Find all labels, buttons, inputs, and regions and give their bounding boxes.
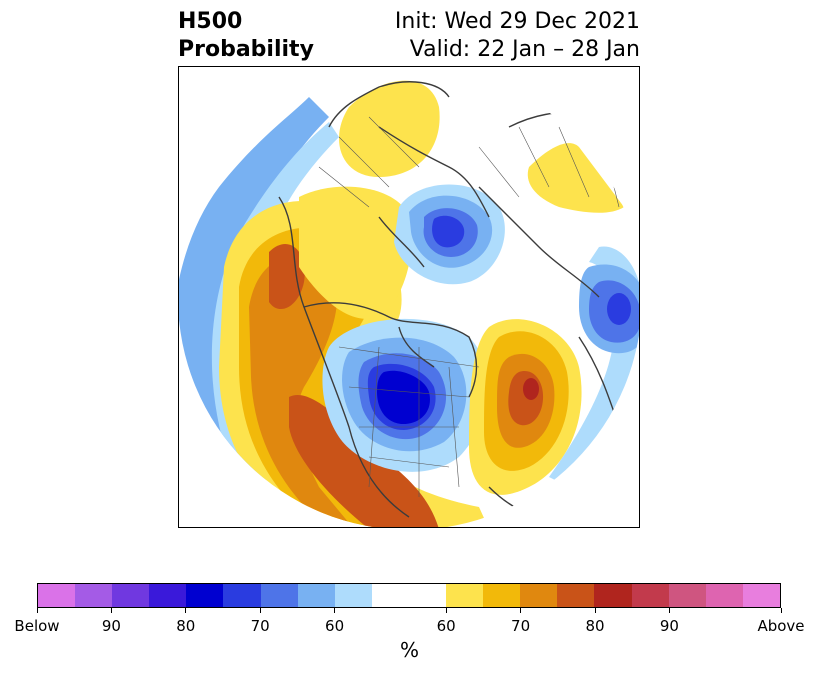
- colorbar-segment: [260, 584, 298, 607]
- colorbar-segment: [186, 584, 224, 607]
- colorbar-tick-mark: [520, 608, 522, 613]
- colorbar-tick-label: 90: [101, 617, 121, 635]
- above-normal-central: [299, 186, 412, 319]
- map-title: H500 Probability: [178, 8, 314, 64]
- colorbar-segment: [371, 584, 409, 607]
- title-product: Probability: [178, 37, 314, 62]
- above-normal-siberia: [527, 143, 624, 213]
- colorbar-tick-mark: [780, 608, 782, 613]
- colorbar-segment: [705, 584, 743, 607]
- colorbar-tick-label: 60: [325, 617, 345, 635]
- above-normal-west-ridge-70: [249, 255, 354, 527]
- borders: [318, 116, 620, 497]
- init-date: Init: Wed 29 Dec 2021: [394, 9, 640, 34]
- polar-projection-map: [179, 80, 639, 527]
- valid-range: Valid: 22 Jan – 28 Jan: [409, 37, 640, 62]
- colorbar-tick-label: Below: [14, 617, 60, 635]
- above-normal-west-ridge-80b: [289, 395, 439, 527]
- below-normal-europe-low-80: [607, 293, 631, 325]
- colorbar-tick-mark: [668, 608, 670, 613]
- colorbar-segment: [742, 584, 780, 607]
- colorbar-tick-label: 80: [585, 617, 605, 635]
- colorbar-tick-mark: [36, 608, 38, 613]
- colorbar-tick-mark: [185, 608, 187, 613]
- colorbar-segment: [297, 584, 335, 607]
- colorbar-segment: [594, 584, 632, 607]
- colorbar-segment: [334, 584, 372, 607]
- below-normal-asia-low-80: [432, 215, 465, 248]
- colorbar-segment: [149, 584, 187, 607]
- colorbar-segment: [557, 584, 595, 607]
- colorbar-segment: [631, 584, 669, 607]
- colorbar-tick-mark: [594, 608, 596, 613]
- colorbar-tick-mark: [259, 608, 261, 613]
- above-normal-arctic: [339, 80, 440, 177]
- colorbar-tick-label: 70: [511, 617, 531, 635]
- colorbar-segment: [38, 584, 76, 607]
- colorbar-segment: [112, 584, 150, 607]
- colorbar-tick-label: 70: [250, 617, 270, 635]
- colorbar-unit: %: [399, 638, 419, 662]
- colorbar-segment: [483, 584, 521, 607]
- colorbar-segment: [520, 584, 558, 607]
- map-dates: Init: Wed 29 Dec 2021 Valid: 22 Jan – 28…: [395, 8, 640, 64]
- above-normal-west-ridge-80a: [269, 243, 305, 310]
- colorbar-tick-mark: [334, 608, 336, 613]
- above-normal-atlantic-90: [523, 378, 539, 400]
- below-normal-na-low-90: [377, 370, 430, 425]
- colorbar-segment: [223, 584, 261, 607]
- colorbar-segment: [446, 584, 484, 607]
- colorbar-segment: [75, 584, 113, 607]
- below-normal-outer-band: [179, 97, 329, 497]
- colorbar-tick-label: 60: [436, 617, 456, 635]
- probability-colorbar: [37, 583, 781, 608]
- probability-map: [178, 66, 640, 528]
- colorbar-segment: [668, 584, 706, 607]
- colorbar-tick-mark: [110, 608, 112, 613]
- colorbar-segment: [408, 584, 447, 607]
- colorbar-tick-label: 80: [176, 617, 196, 635]
- colorbar-tick-label: 90: [659, 617, 679, 635]
- title-variable: H500: [178, 9, 243, 34]
- colorbar-tick-label: Above: [757, 617, 805, 635]
- colorbar-tick-mark: [445, 608, 447, 613]
